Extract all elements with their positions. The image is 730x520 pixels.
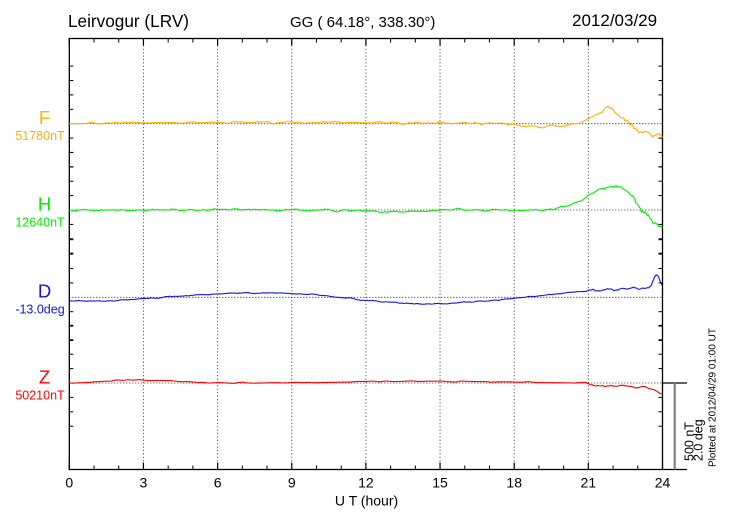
svg-text:50210nT: 50210nT xyxy=(15,388,65,402)
svg-text:Z: Z xyxy=(39,366,50,387)
svg-text:U T (hour): U T (hour) xyxy=(335,493,398,509)
svg-text:2.0 deg: 2.0 deg xyxy=(692,419,706,461)
svg-text:9: 9 xyxy=(288,475,296,491)
svg-text:21: 21 xyxy=(581,475,597,491)
svg-text:0: 0 xyxy=(65,475,73,491)
svg-text:3: 3 xyxy=(140,475,148,491)
svg-text:18: 18 xyxy=(506,475,522,491)
svg-text:12: 12 xyxy=(358,475,374,491)
svg-text:6: 6 xyxy=(214,475,222,491)
svg-text:51780nT: 51780nT xyxy=(15,129,65,143)
svg-text:-13.0deg: -13.0deg xyxy=(15,303,64,317)
svg-text:2012/03/29: 2012/03/29 xyxy=(572,11,657,30)
svg-text:Leirvogur (LRV): Leirvogur (LRV) xyxy=(68,11,189,31)
svg-text:GG ( 64.18°, 338.30°): GG ( 64.18°, 338.30°) xyxy=(290,14,435,31)
svg-text:15: 15 xyxy=(432,475,448,491)
svg-text:Plotted at 2012/04/29 01:00 UT: Plotted at 2012/04/29 01:00 UT xyxy=(708,328,719,467)
svg-text:12640nT: 12640nT xyxy=(15,215,65,229)
svg-text:D: D xyxy=(38,281,51,302)
svg-text:F: F xyxy=(39,107,50,128)
svg-text:H: H xyxy=(38,193,51,214)
svg-text:24: 24 xyxy=(655,475,671,491)
